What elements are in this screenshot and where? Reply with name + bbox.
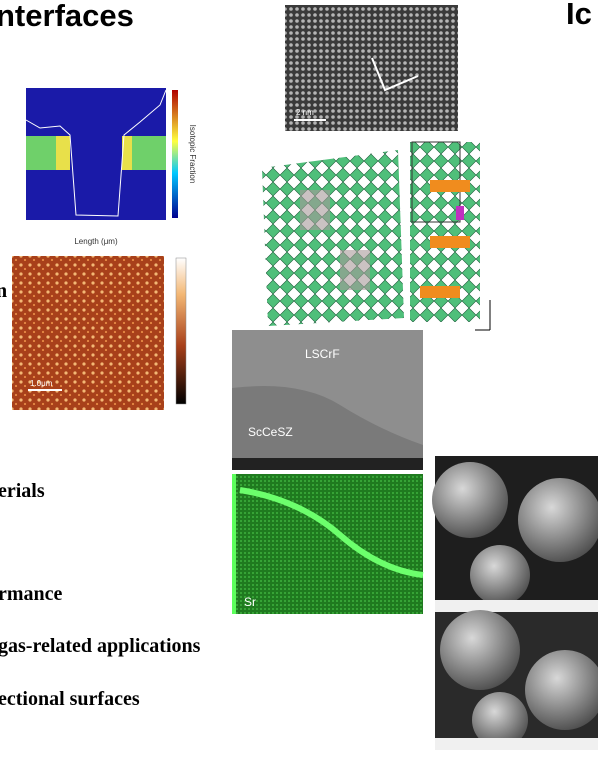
bullet-text: rmance [0,583,63,605]
bullet-text: gas-related applications [0,635,201,657]
sem-image: LSCrF ScCeSZ [232,330,423,470]
bullet-text: n [0,280,7,302]
element-label: Sr [244,595,256,609]
title: nterfaces [0,0,134,33]
tem-image: 2 nm [285,5,458,131]
scale-label: 1.0μm [30,379,53,388]
scale-label: 2 nm [296,108,314,117]
crystal-structure [262,141,491,331]
eds-map: Sr [232,474,424,614]
phase-label: ScCeSZ [248,425,293,439]
sem-grains [432,456,598,750]
title-right: Ic [566,0,592,31]
bullet-text: erials [0,480,45,502]
phase-label: LSCrF [305,347,340,361]
profile-plot: Length (μm) Isotopic Fraction [25,88,197,246]
bullet-text: ectional surfaces [0,688,140,710]
afm-image: 1.0μm [12,256,187,410]
colorbar-label: Isotopic Fraction [188,125,197,184]
x-axis-label: Length (μm) [74,237,118,246]
